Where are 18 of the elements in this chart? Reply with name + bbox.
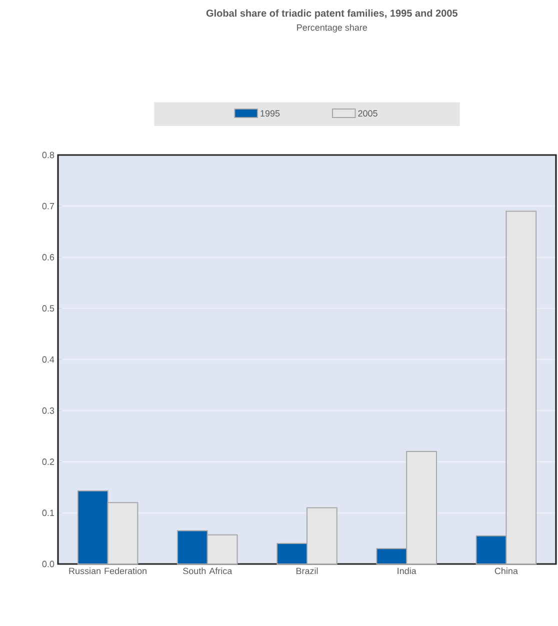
- x-tick-label: Brazil: [296, 568, 318, 574]
- y-tick-label: 0.5: [42, 305, 54, 312]
- y-tick-label: 0.8: [42, 152, 54, 158]
- y-tick-label: 0.2: [42, 458, 54, 465]
- y-tick-label: 0.1: [42, 510, 54, 516]
- x-tick-label: India: [398, 568, 416, 574]
- y-tick-label: 0.6: [42, 254, 54, 260]
- legend-label: 1995: [260, 110, 280, 117]
- x-tick-label: China: [494, 568, 518, 574]
- x-tick-label: South Africa: [183, 568, 232, 574]
- chart-subtitle: Percentage share: [297, 24, 368, 32]
- y-tick-label: 0.7: [42, 202, 54, 210]
- y-tick-label: 0.0: [42, 560, 54, 568]
- y-tick-label: 0.4: [42, 356, 54, 363]
- x-tick-label: Russian Federation: [69, 568, 146, 574]
- y-tick-label: 0.3: [42, 407, 54, 414]
- legend-label: 2005: [358, 110, 378, 117]
- chart-title: Global share of triadic patent families, 1995 and 2005: [206, 9, 458, 19]
